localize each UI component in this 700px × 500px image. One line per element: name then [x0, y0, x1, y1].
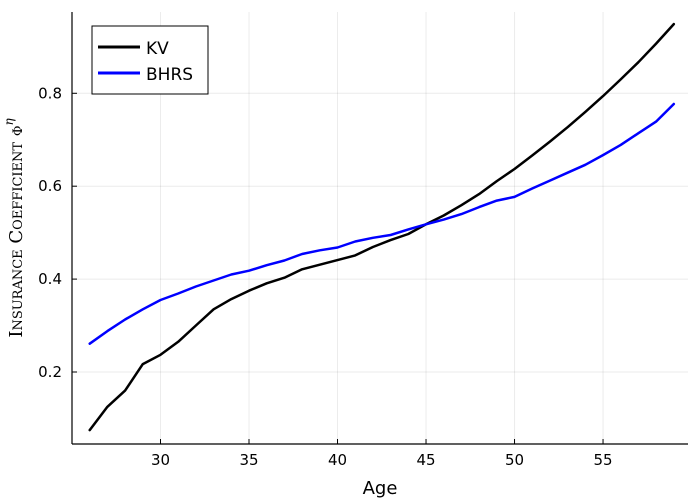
x-tick-label: 55 [593, 451, 612, 469]
series-lines [88, 22, 676, 432]
x-tick-label: 30 [151, 451, 170, 469]
legend-label-kv: KV [146, 39, 169, 59]
y-axis-title: Insurance Coefficient ϕη [2, 118, 27, 338]
y-tick-label: 0.6 [38, 177, 62, 195]
y-tick-label: 0.4 [38, 270, 62, 288]
y-axis-title-main: Insurance Coefficient ϕ [6, 126, 27, 338]
y-tick-label: 0.8 [38, 84, 62, 102]
grid [72, 12, 688, 444]
x-ticks: 30 35 40 45 50 55 [151, 439, 613, 469]
legend: KV BHRS [91, 25, 209, 95]
legend-box [91, 25, 209, 95]
series-line-kv [88, 22, 676, 432]
x-tick-label: 50 [505, 451, 524, 469]
series-line-bhrs [88, 102, 676, 345]
x-tick-label: 35 [239, 451, 258, 469]
y-ticks: 0.2 0.4 0.6 0.8 [38, 84, 77, 381]
y-tick-label: 0.2 [38, 363, 62, 381]
x-tick-label: 45 [416, 451, 435, 469]
legend-label-bhrs: BHRS [146, 65, 193, 85]
x-axis-title: Age [363, 478, 398, 499]
x-tick-label: 40 [328, 451, 347, 469]
y-axis-title-superscript: η [2, 118, 16, 126]
